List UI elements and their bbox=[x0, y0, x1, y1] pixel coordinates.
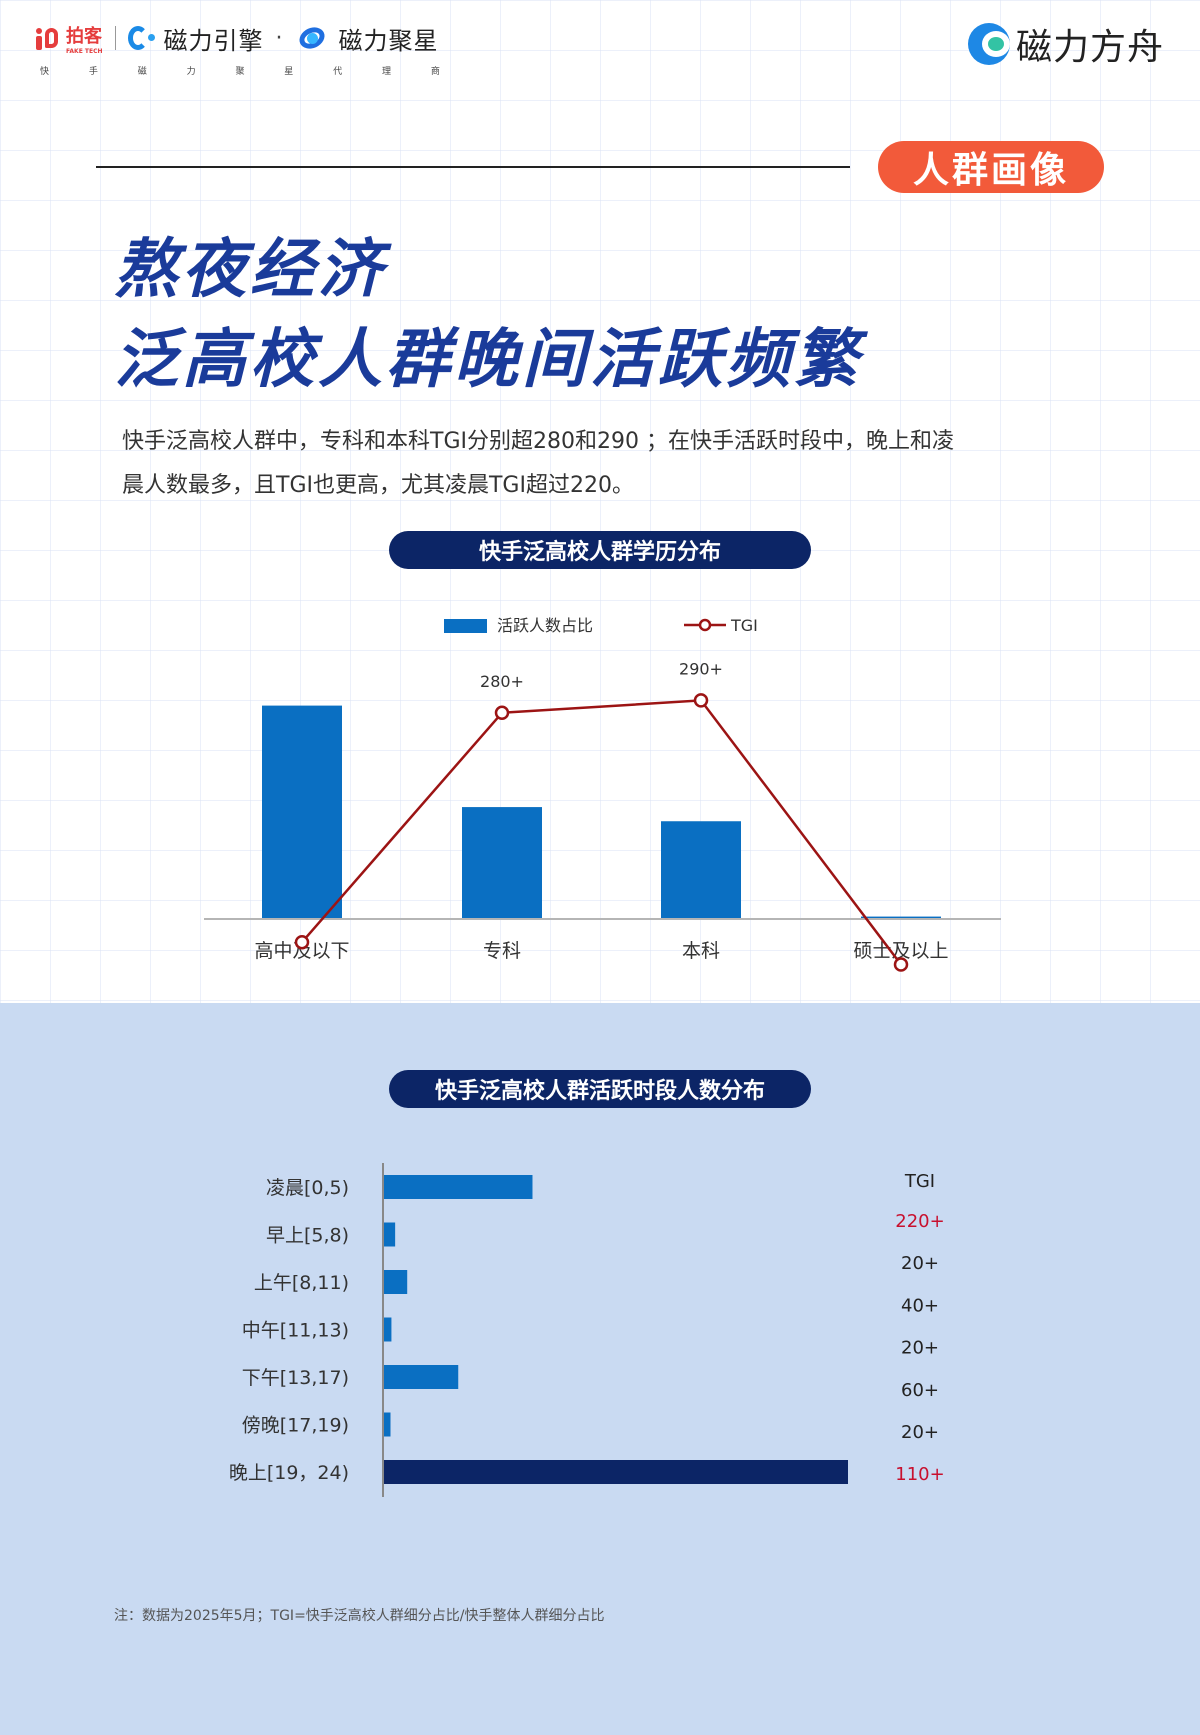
chart2-title: 快手泛高校人群活跃时段人数分布 bbox=[389, 1070, 811, 1108]
hbar-category-label: 中午[11,13) bbox=[242, 1320, 349, 1342]
title-rule bbox=[96, 166, 850, 168]
brand-separator: · bbox=[275, 25, 283, 51]
hbar-5 bbox=[384, 1412, 391, 1437]
category-label: 高中及以下 bbox=[254, 940, 349, 962]
tgi-value-label: 20+ bbox=[901, 1253, 939, 1274]
footnote: 注：数据为2025年5月；TGI=快手泛高校人群细分占比/快手整体人群细分占比 bbox=[114, 1608, 605, 1624]
tagline-char: 星 bbox=[284, 67, 294, 77]
tagline-char: 商 bbox=[430, 67, 440, 77]
tagline-char: 代 bbox=[333, 67, 343, 77]
tagline-char: 磁 bbox=[137, 67, 147, 77]
intro-line: 晨人数最多，且TGI也更高，尤其凌晨TGI超过220。 bbox=[122, 473, 634, 498]
category-label: 本科 bbox=[682, 940, 720, 962]
bar-1 bbox=[462, 807, 542, 918]
page-title-line2: 泛高校人群晚间活跃频繁 bbox=[114, 323, 862, 397]
tgi-value-label: 40+ bbox=[901, 1295, 939, 1316]
section-tag: 人群画像 bbox=[878, 141, 1104, 193]
cilifangzhou-text: 磁力方舟 bbox=[1015, 27, 1164, 68]
tagline-char: 理 bbox=[382, 67, 392, 77]
tgi-value-label: 220+ bbox=[895, 1211, 944, 1232]
hbar-category-label: 早上[5,8) bbox=[266, 1225, 349, 1247]
hbar-category-label: 晚上[19，24) bbox=[229, 1462, 349, 1484]
tgi-point bbox=[294, 934, 310, 950]
bottom-section bbox=[0, 1003, 1200, 1735]
legend-swatch-bar bbox=[444, 619, 487, 633]
tgi-point bbox=[693, 693, 709, 708]
brand-tagline: 快 手 磁 力 聚 星 代 理 商 bbox=[36, 64, 440, 77]
tagline-char: 聚 bbox=[235, 67, 245, 77]
hbar-category-label: 凌晨[0,5) bbox=[266, 1177, 349, 1199]
hbar-category-label: 上午[8,11) bbox=[254, 1272, 349, 1294]
tgi-value-label: 20+ bbox=[901, 1422, 939, 1443]
hbar-0 bbox=[384, 1175, 533, 1199]
cilifangzhou-icon bbox=[967, 23, 1010, 65]
tgi-point bbox=[494, 705, 510, 721]
category-label: 专科 bbox=[483, 940, 521, 962]
tagline-char: 手 bbox=[88, 67, 98, 77]
bar-3 bbox=[861, 916, 941, 919]
legend-marker-tgi bbox=[698, 618, 712, 632]
bar-0 bbox=[262, 705, 342, 918]
kuaishou-logo: 拍客 FAKE TECH bbox=[36, 22, 103, 55]
tagline-char: 快 bbox=[40, 67, 50, 77]
legend-label-bar: 活跃人数占比 bbox=[497, 616, 593, 635]
intro-paragraph: 快手泛高校人群中，专科和本科TGI分别超280和290 ；在快手活跃时段中，晚上… bbox=[122, 420, 1062, 508]
bar-2 bbox=[661, 821, 741, 918]
tgi-line bbox=[301, 699, 902, 966]
tgi-header: TGI bbox=[904, 1171, 935, 1192]
tgi-data-label: 280+ bbox=[480, 672, 524, 691]
ciliyinqing-text: 磁力引擎 bbox=[163, 26, 264, 55]
page-title-line1: 熬夜经济 bbox=[114, 233, 386, 307]
tgi-value-label: 60+ bbox=[901, 1380, 939, 1401]
hbar-3 bbox=[384, 1317, 392, 1342]
hbar-category-label: 下午[13,17) bbox=[242, 1367, 349, 1389]
tgi-value-label: 20+ bbox=[901, 1338, 939, 1359]
kuaishou-logo-icon bbox=[36, 26, 62, 50]
category-label: 硕士及以上 bbox=[853, 940, 948, 962]
brand-divider bbox=[114, 26, 116, 50]
chart1-title: 快手泛高校人群学历分布 bbox=[389, 531, 811, 569]
kuaishou-brand-sub: FAKE TECH bbox=[66, 47, 103, 55]
hbar-category-label: 傍晚[17,19) bbox=[242, 1415, 349, 1437]
cilifangzhou-brand: 磁力方舟 bbox=[967, 18, 1164, 70]
hbar-2 bbox=[384, 1270, 408, 1294]
ciliujuxing-text: 磁力聚星 bbox=[338, 26, 439, 55]
hbar-4 bbox=[384, 1365, 459, 1389]
legend-label-tgi: TGI bbox=[730, 616, 758, 635]
ciliujuxing-icon bbox=[295, 23, 331, 53]
kuaishou-brand-text: 拍客 bbox=[66, 25, 102, 47]
tagline-char: 力 bbox=[186, 67, 196, 77]
tgi-value-label: 110+ bbox=[895, 1464, 944, 1485]
tgi-data-label: 290+ bbox=[679, 659, 723, 678]
header-brands: 拍客 FAKE TECH 磁力引擎 · 磁力聚星 快 手 磁 力 聚 星 代 理… bbox=[36, 20, 496, 80]
tgi-point bbox=[893, 957, 909, 972]
intro-line: 快手泛高校人群中，专科和本科TGI分别超280和290 ；在快手活跃时段中，晚上… bbox=[122, 429, 954, 454]
hbar-1 bbox=[384, 1222, 396, 1247]
ciliyinqing-icon bbox=[127, 24, 156, 52]
hbar-6 bbox=[384, 1460, 848, 1484]
